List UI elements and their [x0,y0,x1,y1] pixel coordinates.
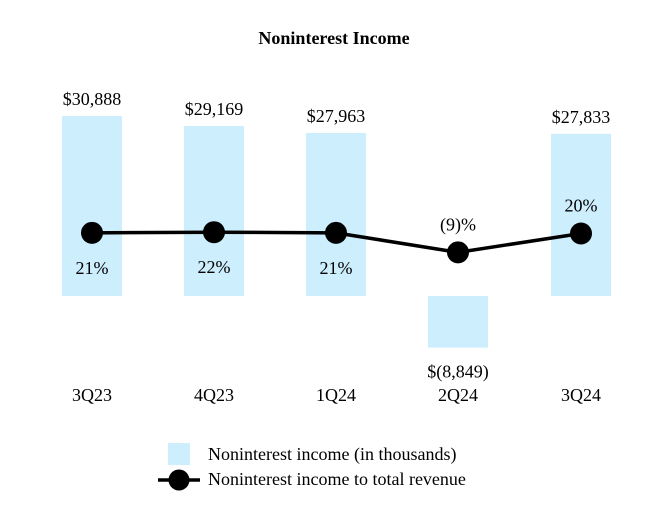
bar-2q24 [428,296,488,348]
percent-label: 20% [565,196,598,216]
bar-value-label: $30,888 [63,89,122,109]
category-labels: 3Q23 4Q23 1Q24 2Q24 3Q24 [72,385,601,405]
bar-3q24 [551,133,611,296]
legend-bar-swatch [168,443,190,465]
percent-label: 21% [320,258,353,278]
percent-label: 22% [198,257,231,277]
bar-series [62,116,611,348]
legend-line-label: Noninterest income to total revenue [208,469,466,489]
bar-3q23 [62,116,122,296]
bar-4q23 [184,126,244,296]
x-tick-label: 2Q24 [438,385,478,405]
line-point-3q24 [570,222,592,245]
line-point-3q23 [81,221,103,244]
bar-value-label: $(8,849) [427,362,489,383]
percent-label: 21% [76,258,109,278]
x-tick-label: 3Q24 [561,385,601,405]
bar-value-label: $27,833 [552,107,611,127]
x-tick-label: 3Q23 [72,385,112,405]
x-tick-label: 1Q24 [316,385,356,405]
bar-value-label: $27,963 [307,106,366,126]
line-point-4q23 [203,221,225,244]
line-point-1q24 [325,221,347,244]
line-series [81,221,592,264]
line-point-2q24 [447,241,469,264]
x-tick-label: 4Q23 [194,385,234,405]
legend-line-marker [168,469,190,491]
percent-labels: 21% 22% 21% (9)% 20% [76,196,598,278]
bar-value-label: $29,169 [185,99,244,119]
bar-value-labels: $30,888 $29,169 $27,963 $(8,849) $27,833 [63,89,611,383]
percent-label: (9)% [440,214,476,235]
bar-1q24 [306,133,366,296]
chart-title: Noninterest Income [258,28,409,48]
legend: Noninterest income (in thousands) Nonint… [158,443,466,491]
legend-bar-label: Noninterest income (in thousands) [208,444,456,465]
